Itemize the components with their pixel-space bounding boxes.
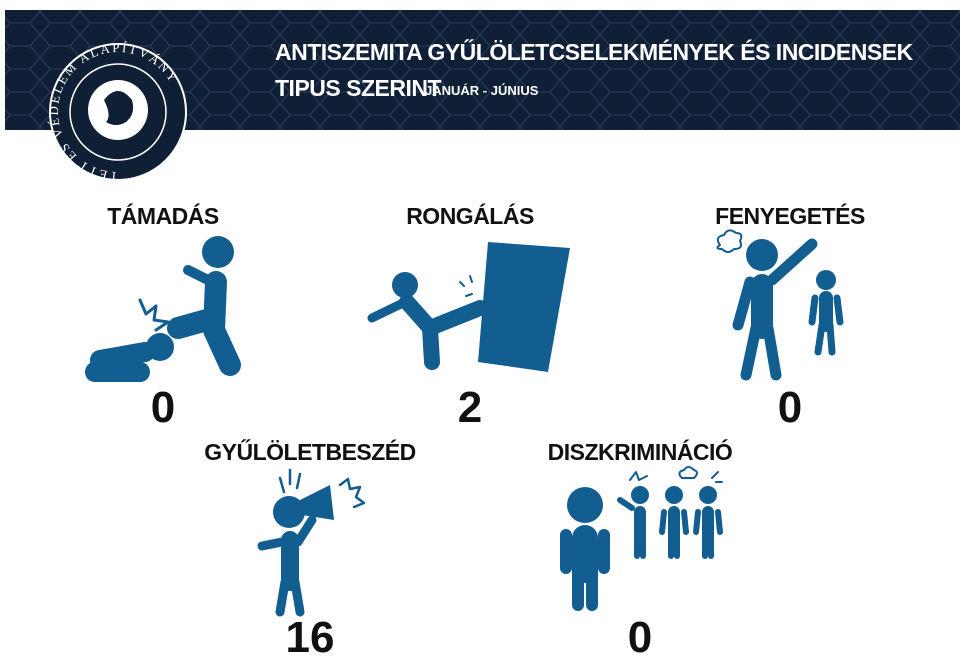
- item-label: TÁMADÁS: [107, 202, 219, 229]
- threat-icon: [717, 230, 840, 375]
- attack-icon: [95, 236, 234, 372]
- item-label: DISZKRIMINÁCIÓ: [548, 438, 733, 465]
- item-count: 2: [458, 383, 482, 432]
- item-label: GYŰLÖLETBESZÉD: [204, 438, 416, 465]
- logo: TETT ÉS VÉDELEM ALAPÍTVÁNY: [46, 40, 186, 184]
- hate-speech-icon: [262, 470, 364, 612]
- discrimination-icon: [566, 467, 722, 605]
- item-count: 0: [778, 383, 802, 432]
- title-line1: ANTISZEMITA GYŰLÖLETCSELEKMÉNYEK ÉS INCI…: [275, 38, 914, 65]
- vandalism-icon: [372, 242, 570, 372]
- item-label: FENYEGETÉS: [715, 202, 865, 229]
- period: JANUÁR - JÚNIUS: [425, 83, 539, 98]
- item-label: RONGÁLÁS: [406, 202, 534, 229]
- item-count: 0: [151, 383, 175, 432]
- item-count: 0: [628, 613, 652, 657]
- infographic: TETT ÉS VÉDELEM ALAPÍTVÁNY ANTISZEMITA G…: [0, 0, 965, 657]
- item-count: 16: [286, 613, 335, 657]
- title-line2: TIPUS SZERINT: [275, 75, 441, 101]
